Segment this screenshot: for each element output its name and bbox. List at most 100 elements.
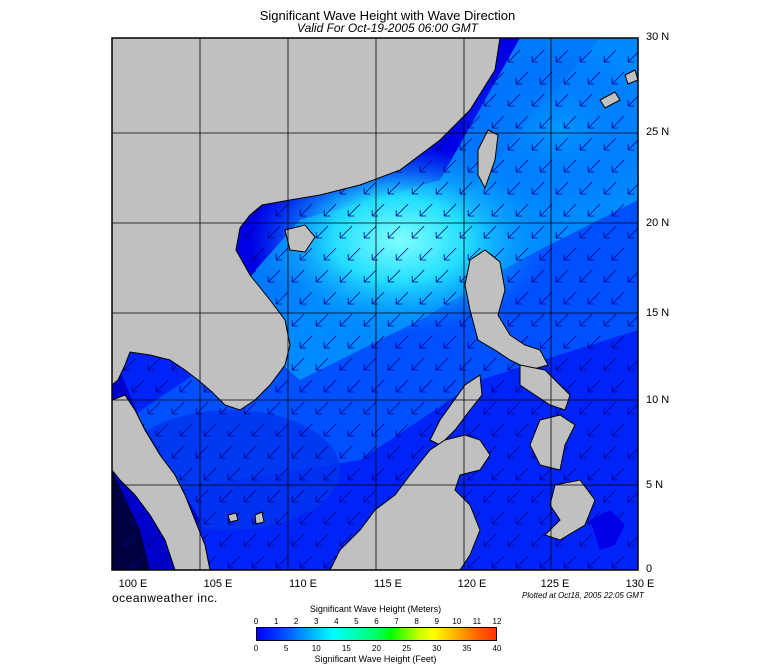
wave-arrow [323, 247, 337, 261]
wave-arrow [371, 203, 385, 217]
wave-arrow [579, 49, 593, 63]
wave-arrow [203, 511, 217, 525]
wave-arrow [539, 247, 553, 261]
wave-arrow [603, 489, 617, 503]
wave-arrow [587, 291, 601, 305]
wave-arrow [371, 467, 385, 481]
wave-arrow [603, 181, 617, 195]
wave-arrow [267, 445, 281, 459]
wave-arrow [299, 291, 313, 305]
wave-arrow [131, 555, 145, 569]
wave-arrow [443, 159, 457, 173]
wave-arrow [371, 335, 385, 349]
wave-arrow [315, 533, 329, 547]
wave-arrow [267, 225, 281, 239]
wave-arrow [531, 401, 545, 415]
wave-arrow [347, 203, 361, 217]
wave-arrow [411, 225, 425, 239]
wave-arrow [443, 203, 457, 217]
wave-arrow [531, 137, 545, 151]
wave-arrow [347, 423, 361, 437]
wave-arrow [611, 555, 625, 569]
wave-arrow [627, 183, 638, 195]
wave-arrow [435, 313, 449, 327]
wave-arrow [531, 269, 545, 283]
wave-arrow [531, 181, 545, 195]
wave-arrow [243, 225, 257, 239]
wave-arrow [299, 511, 313, 525]
wave-arrow [323, 379, 337, 393]
lon-label: 120 E [457, 578, 487, 590]
wave-arrow [515, 203, 529, 217]
wave-arrow [251, 247, 265, 261]
wave-arrow [387, 269, 401, 283]
wave-arrow [443, 291, 457, 305]
wave-arrow [435, 357, 449, 371]
colorbar-meter-tick: 7 [394, 617, 399, 626]
lat-label: 15 N [646, 307, 670, 319]
wave-arrow [299, 247, 313, 261]
map-subtitle: Valid For Oct-19-2005 06:00 GMT [297, 21, 478, 35]
wave-arrow [483, 401, 497, 415]
wave-arrow [443, 379, 457, 393]
wave-arrow [323, 511, 337, 525]
hainan-island [284, 224, 316, 253]
colorbar-meter-tick: 11 [472, 617, 482, 626]
wave-arrow [275, 555, 289, 569]
colorbar-meter-tick: 3 [314, 617, 319, 626]
wave-arrow [179, 379, 193, 393]
ryukyu-islands [599, 91, 621, 109]
wave-arrow [611, 71, 625, 85]
wave-arrow [363, 225, 377, 239]
colorbar-feet-tick: 25 [402, 644, 412, 653]
wave-arrow [195, 489, 209, 503]
wave-arrow [179, 467, 193, 481]
wave-arrow [587, 379, 601, 393]
wave-arrow [419, 335, 433, 349]
wave-arrow [275, 203, 289, 217]
wave-arrow [363, 181, 377, 195]
wave-arrow [515, 555, 529, 569]
wave-arrow [627, 403, 638, 415]
wave-arrow [411, 401, 425, 415]
wave-arrow [483, 181, 497, 195]
wave-arrow [563, 159, 577, 173]
wave-arrow [275, 467, 289, 481]
wave-arrow [363, 445, 377, 459]
wave-arrow [459, 357, 473, 371]
wave-arrow [507, 137, 521, 151]
wave-arrow [491, 555, 505, 569]
wave-arrow [587, 467, 601, 481]
wave-arrow [515, 511, 529, 525]
wave-arrow [603, 269, 617, 283]
wave-arrow [275, 423, 289, 437]
wave-arrow [611, 203, 625, 217]
lat-label: 30 N [646, 31, 670, 43]
wave-arrow [291, 445, 305, 459]
wave-arrow [251, 423, 265, 437]
colorbar-meter-tick: 0 [253, 617, 259, 626]
wave-arrow [563, 291, 577, 305]
wave-arrow [491, 115, 505, 129]
wave-arrow [515, 247, 529, 261]
colorbar-meter-tick: 1 [273, 617, 279, 626]
wave-arrow [315, 489, 329, 503]
wave-arrow [531, 313, 545, 327]
wave-arrow [563, 203, 577, 217]
wave-arrow [491, 511, 505, 525]
wave-arrow [387, 313, 401, 327]
wave-arrow [603, 445, 617, 459]
wave-arrow [531, 225, 545, 239]
wave-arrow [147, 533, 161, 547]
wave-arrow [395, 423, 409, 437]
wave-arrow [555, 313, 569, 327]
wave-arrow [299, 379, 313, 393]
wave-arrow [555, 137, 569, 151]
wave-arrow [603, 313, 617, 327]
wave-arrow [507, 401, 521, 415]
wave-arrow [555, 269, 569, 283]
wave-arrow [395, 335, 409, 349]
wave-arrow [579, 269, 593, 283]
wave-arrow [219, 445, 233, 459]
wave-arrow [291, 357, 305, 371]
